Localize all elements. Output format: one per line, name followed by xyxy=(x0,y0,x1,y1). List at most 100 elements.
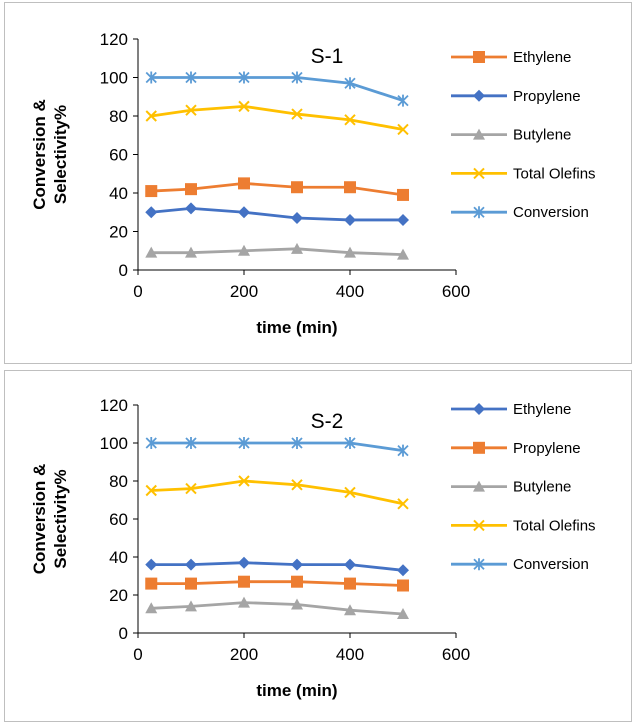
c2-legend-item-total-olefins: Total Olefins xyxy=(451,517,596,534)
c1-series-conversion-point-2 xyxy=(238,71,250,84)
c1-legend-item-total-olefins: Total Olefins xyxy=(451,165,596,182)
c2-series-total-olefins-point-4 xyxy=(344,486,356,499)
c1-series-propylene-point-3 xyxy=(291,212,303,225)
c2-series-butylene-line xyxy=(151,601,404,616)
c2-legend-item-total-olefins-label: Total Olefins xyxy=(513,517,596,534)
c2-series-total-olefins-point-0 xyxy=(145,484,157,497)
c2-y-tick-label-100: 100 xyxy=(100,434,128,453)
c1-series-conversion-point-4 xyxy=(344,77,356,90)
c1-series-butylene-point-2 xyxy=(238,244,250,256)
c2-series-ethylene-point-0 xyxy=(145,558,158,571)
c1-y-tick-label-100: 100 xyxy=(100,69,128,88)
c1-legend-item-propylene-label: Propylene xyxy=(513,88,581,105)
c1-series-ethylene xyxy=(145,177,409,201)
c1-x-tick-label-0: 0 xyxy=(133,282,142,301)
c2-legend-item-conversion: Conversion xyxy=(451,556,589,573)
c1-series-conversion xyxy=(145,71,409,107)
c1-y-axis-title-line-1: Conversion & xyxy=(30,99,49,210)
c1-legend: Ethylene Propylene Butylene Total Olefins Co… xyxy=(451,49,596,221)
chart-panel-s2: 0 20 40 60 80 100 120 0 200 400 600 time (min) Conve… xyxy=(4,370,632,722)
c2-series-butylene-point-0 xyxy=(145,602,158,614)
c2-series-propylene-point-1 xyxy=(185,577,197,590)
c2-series-ethylene-line xyxy=(151,561,404,572)
c1-series-ethylene-line xyxy=(151,181,404,197)
c2-series-conversion-line xyxy=(151,441,404,452)
c2-y-axis-title-line-2: Selectivity% xyxy=(51,469,70,568)
c2-x-axis-title: time (min) xyxy=(256,681,337,700)
c2-series-total-olefins-point-1 xyxy=(185,482,197,495)
c1-series-total-olefins xyxy=(145,100,409,136)
c2-series-conversion xyxy=(145,437,409,457)
c2-y-tick-label-60: 60 xyxy=(109,510,128,529)
c2-series-propylene-point-3 xyxy=(291,575,303,588)
c1-series-butylene-point-5 xyxy=(397,248,409,260)
c2-y-tick-label-40: 40 xyxy=(109,548,128,567)
c2-series-total-olefins xyxy=(145,475,409,510)
c1-y-tick-label-80: 80 xyxy=(109,107,128,126)
c2-x-tick-label-400: 400 xyxy=(336,645,364,664)
c1-legend-item-conversion: Conversion xyxy=(451,204,589,221)
c2-series-butylene-point-1 xyxy=(185,600,197,612)
c1-y-tick-label-40: 40 xyxy=(109,184,128,203)
c1-series-butylene-point-4 xyxy=(344,246,356,258)
c2-y-axis-title-line-1: Conversion & xyxy=(30,464,49,575)
c1-legend-item-ethylene-label: Ethylene xyxy=(513,49,571,66)
c1-y-tick-label-20: 20 xyxy=(109,223,128,242)
c1-series-butylene-point-3 xyxy=(291,242,303,254)
c1-series-total-olefins-point-0 xyxy=(145,110,157,122)
c2-series-conversion-point-5 xyxy=(397,444,409,457)
c1-series-propylene xyxy=(145,202,409,226)
c2-series-conversion-point-1 xyxy=(185,437,197,449)
c1-legend-item-conversion-swatch-marker xyxy=(473,206,485,219)
c1-series-conversion-point-3 xyxy=(291,71,303,84)
c1-series-total-olefins-point-4 xyxy=(344,114,356,126)
chart-s2: 0 20 40 60 80 100 120 0 200 400 600 time (min) Conve… xyxy=(30,396,596,700)
c2-legend-item-conversion-label: Conversion xyxy=(513,556,589,573)
c2-legend-item-total-olefins-swatch-marker xyxy=(473,519,485,532)
c2-legend-item-ethylene-label: Ethylene xyxy=(513,401,571,418)
c1-series-total-olefins-point-3 xyxy=(291,108,303,120)
c2-series-butylene-point-4 xyxy=(344,604,356,616)
c1-legend-item-propylene: Propylene xyxy=(451,88,581,105)
c1-x-axis-title: time (min) xyxy=(256,318,337,337)
c1-series-ethylene-point-0 xyxy=(145,185,158,198)
c1-legend-item-conversion-label: Conversion xyxy=(513,204,589,221)
c1-series-conversion-point-5 xyxy=(397,94,409,107)
chart-s1: 0 20 40 60 80 100 120 0 200 400 600 time (min) Conve… xyxy=(30,30,596,337)
c1-series-propylene-point-1 xyxy=(185,202,197,215)
c2-legend-item-ethylene-swatch-marker xyxy=(473,403,485,415)
c2-legend-item-propylene: Propylene xyxy=(451,440,581,457)
c1-series-propylene-point-2 xyxy=(238,206,250,219)
c1-series-conversion-point-1 xyxy=(185,71,197,84)
c1-legend-item-total-olefins-label: Total Olefins xyxy=(513,165,596,182)
c1-series-total-olefins-point-5 xyxy=(397,123,409,136)
c1-legend-item-ethylene-swatch-marker xyxy=(473,51,485,63)
c2-x-tick-label-0: 0 xyxy=(133,645,142,664)
c1-series-ethylene-point-1 xyxy=(185,183,197,196)
c1-series-propylene-point-4 xyxy=(344,213,356,226)
c1-legend-item-butylene-label: Butylene xyxy=(513,127,571,144)
c1-series-total-olefins-line xyxy=(151,104,404,131)
c2-series-total-olefins-point-2 xyxy=(238,475,250,487)
c2-series-butylene-point-3 xyxy=(291,598,303,610)
c1-x-tick-label-400: 400 xyxy=(336,282,364,301)
c1-y-tick-label-0: 0 xyxy=(119,261,128,280)
c2-legend-item-conversion-swatch-marker xyxy=(473,558,485,571)
c1-series-total-olefins-point-1 xyxy=(185,104,197,116)
c2-series-butylene-point-2 xyxy=(238,596,250,608)
c2-legend-item-propylene-label: Propylene xyxy=(513,440,581,457)
c1-y-tick-label-60: 60 xyxy=(109,146,128,165)
c1-x-tick-label-600: 600 xyxy=(442,282,470,301)
c2-series-propylene-point-2 xyxy=(238,575,250,588)
c2-series-butylene xyxy=(145,596,409,619)
c1-series-butylene-point-1 xyxy=(185,246,197,258)
c2-series-propylene-line xyxy=(151,580,404,587)
c1-x-tick-label-200: 200 xyxy=(230,282,258,301)
c2-legend-item-ethylene: Ethylene xyxy=(451,401,571,418)
c2-legend-item-propylene-swatch-marker xyxy=(473,441,485,454)
c1-y-axis-title: Conversion & Selectivity% xyxy=(30,99,70,210)
c2-y-tick-label-80: 80 xyxy=(109,472,128,491)
c2-x-tick-label-200: 200 xyxy=(230,645,258,664)
c2-x-tick-label-600: 600 xyxy=(442,645,470,664)
c1-series-propylene-line xyxy=(151,206,403,222)
